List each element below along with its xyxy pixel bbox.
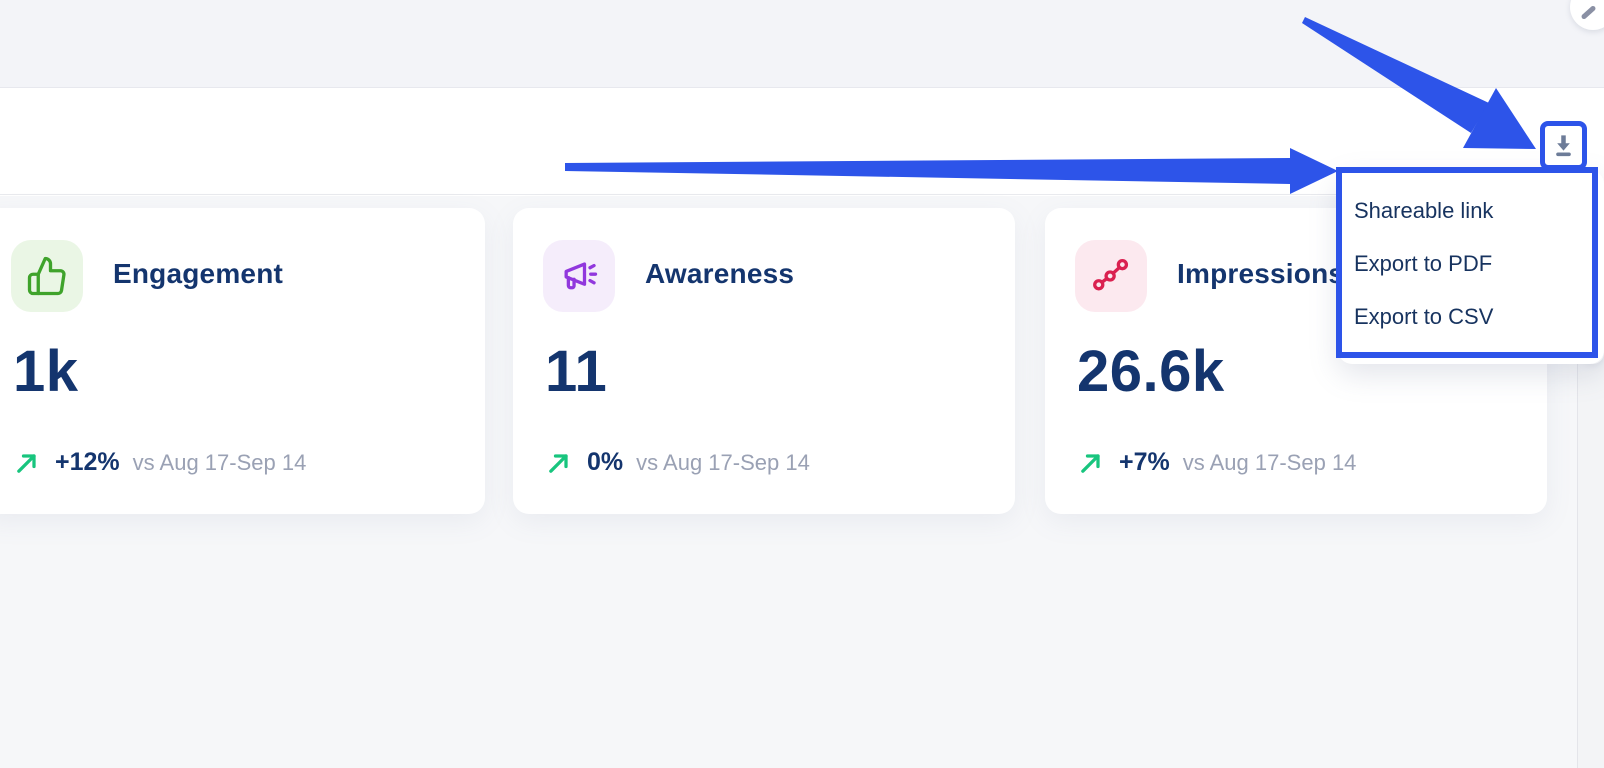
edit-icon — [1580, 4, 1597, 21]
download-button[interactable] — [1540, 121, 1587, 170]
megaphone-icon — [564, 262, 598, 290]
download-icon — [1556, 135, 1571, 157]
menu-item-shareable-link[interactable]: Shareable link — [1354, 197, 1494, 223]
top-app-strip — [0, 0, 1604, 88]
card-title: Impressions — [1177, 258, 1345, 289]
menu-item-export-csv[interactable]: Export to CSV — [1354, 303, 1494, 329]
export-menu-panel — [1338, 170, 1604, 364]
annotation-highlight-menu — [1336, 167, 1598, 358]
export-menu: Shareable link Export to PDF Export to C… — [1338, 184, 1593, 343]
card-value: 1k — [13, 339, 79, 404]
engagement-icon-badge — [11, 240, 83, 312]
card-value: 11 — [545, 339, 608, 404]
trend-up-arrow-icon — [1081, 453, 1100, 473]
compare-period: vs Aug 17-Sep 14 — [636, 449, 810, 475]
compare-period: vs Aug 17-Sep 14 — [1182, 449, 1357, 475]
trend-up-arrow-icon — [17, 453, 36, 473]
change-percent: 0% — [587, 448, 624, 476]
impressions-icon-badge — [1075, 240, 1147, 312]
share-nodes-icon — [1093, 258, 1129, 291]
metric-card-engagement: Engagement 1k +12% vs Aug 17-Sep 14 — [0, 208, 485, 514]
compare-period: vs Aug 17-Sep 14 — [132, 449, 307, 475]
trend-up-arrow-icon — [549, 453, 568, 473]
trend-row: +12% vs Aug 17-Sep 14 — [13, 448, 306, 477]
thumbs-up-icon — [27, 256, 66, 296]
card-title: Engagement — [113, 258, 284, 289]
change-percent: +12% — [55, 448, 120, 476]
trend-row: +7% vs Aug 17-Sep 14 — [1077, 448, 1356, 477]
change-percent: +7% — [1119, 448, 1170, 476]
menu-item-export-pdf[interactable]: Export to PDF — [1354, 250, 1493, 276]
card-title: Awareness — [645, 258, 795, 289]
awareness-icon-badge — [543, 240, 615, 312]
trend-row: 0% vs Aug 17-Sep 14 — [545, 448, 810, 477]
metric-card-awareness: Awareness 11 0% vs Aug 17-Sep 14 — [513, 208, 1015, 514]
card-value: 26.6k — [1077, 339, 1225, 404]
